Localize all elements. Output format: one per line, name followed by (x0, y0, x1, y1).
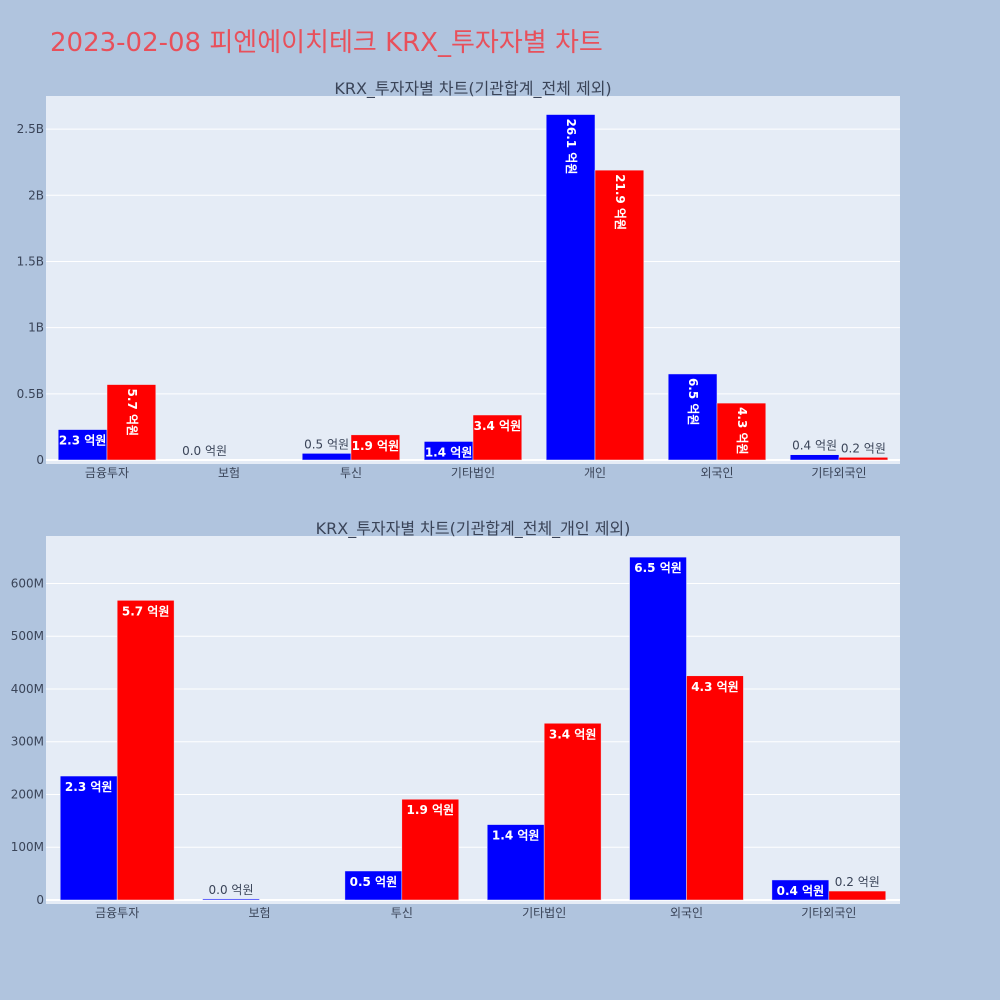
data-label: 3.4 억원 (549, 727, 597, 741)
data-label: 26.1 억원 (564, 119, 578, 175)
x-tick-label: 투신 (391, 906, 413, 920)
data-label: 0.2 억원 (835, 875, 880, 889)
bar (771, 879, 830, 901)
y-tick-label: 200M (11, 787, 44, 801)
data-label: 0.4 억원 (792, 439, 837, 453)
bar (629, 556, 687, 901)
data-label: 6.5 억원 (686, 378, 700, 426)
y-tick-label: 0 (36, 893, 44, 907)
x-tick-label: 보험 (218, 466, 240, 480)
data-label: 1.4 억원 (425, 445, 473, 459)
y-tick-label: 300M (11, 735, 44, 749)
data-label: 1.9 억원 (352, 439, 400, 453)
y-tick-label: 2B (28, 188, 44, 202)
data-label: 0.2 억원 (841, 441, 886, 455)
x-tick-label: 기타법인 (451, 466, 495, 480)
data-label: 0.5 억원 (304, 437, 349, 451)
bar (838, 457, 889, 461)
plot-area (46, 536, 900, 904)
x-tick-label: 기타외국인 (801, 906, 856, 920)
bar (686, 675, 744, 901)
bar (301, 453, 352, 461)
data-label: 1.9 억원 (407, 803, 455, 817)
x-tick-label: 금융투자 (85, 466, 129, 480)
data-label: 4.3 억원 (735, 407, 749, 455)
bar (716, 402, 767, 461)
bar (486, 824, 545, 901)
y-tick-label: 2.5B (17, 122, 44, 136)
data-label: 1.4 억원 (492, 829, 540, 843)
bar (116, 600, 175, 901)
bar (545, 114, 596, 461)
plot-area (46, 96, 900, 464)
bar (789, 454, 840, 461)
chart-2: KRX_투자자별 차트(기관합계_전체_개인 제외) 0 100M 200M 300M 4… (11, 519, 900, 920)
x-tick-label: 보험 (248, 906, 270, 920)
x-tick-label: 금융투자 (95, 906, 139, 920)
x-tick-label: 기타외국인 (811, 466, 866, 480)
x-tick-label: 개인 (584, 466, 606, 480)
bar (106, 384, 157, 461)
chart-1: KRX_투자자별 차트(기관합계_전체 제외) 0 0.5B 1B 1.5B 2B 2.5B… (17, 79, 900, 480)
data-label: 5.7 억원 (122, 604, 170, 618)
bar (594, 169, 645, 461)
data-label: 21.9 억원 (613, 174, 627, 230)
data-label: 3.4 억원 (474, 419, 522, 433)
data-label: 6.5 억원 (634, 561, 682, 575)
bar (401, 798, 460, 901)
chart-title: KRX_투자자별 차트(기관합계_전체_개인 제외) (316, 519, 631, 539)
x-tick-label: 외국인 (700, 466, 733, 480)
y-tick-label: 1.5B (17, 254, 44, 268)
data-label: 0.4 억원 (777, 884, 825, 898)
data-label: 0.5 억원 (350, 875, 398, 889)
data-label: 2.3 억원 (59, 434, 107, 448)
y-tick-label: 100M (11, 840, 44, 854)
bar (667, 373, 718, 461)
page-title: 2023-02-08 피엔에이치테크 KRX_투자자별 차트 (50, 28, 603, 58)
bar (472, 414, 523, 461)
data-label: 2.3 억원 (65, 780, 113, 794)
bar (350, 434, 401, 461)
bar (202, 898, 260, 901)
y-tick-label: 0 (36, 453, 44, 467)
y-tick-label: 400M (11, 682, 44, 696)
data-label: 4.3 억원 (691, 680, 739, 694)
x-tick-label: 투신 (340, 466, 362, 480)
y-tick-label: 1B (28, 321, 44, 335)
chart-title: KRX_투자자별 차트(기관합계_전체 제외) (334, 79, 611, 99)
bar (543, 723, 602, 901)
data-label: 0.0 억원 (209, 883, 254, 897)
bar (828, 890, 887, 901)
x-tick-label: 외국인 (670, 906, 703, 920)
data-label: 5.7 억원 (125, 389, 139, 437)
y-tick-label: 500M (11, 629, 44, 643)
bar (59, 775, 118, 901)
y-tick-label: 0.5B (17, 387, 44, 401)
y-tick-label: 600M (11, 576, 44, 590)
data-label: 0.0 억원 (182, 444, 227, 458)
x-tick-label: 기타법인 (522, 906, 566, 920)
